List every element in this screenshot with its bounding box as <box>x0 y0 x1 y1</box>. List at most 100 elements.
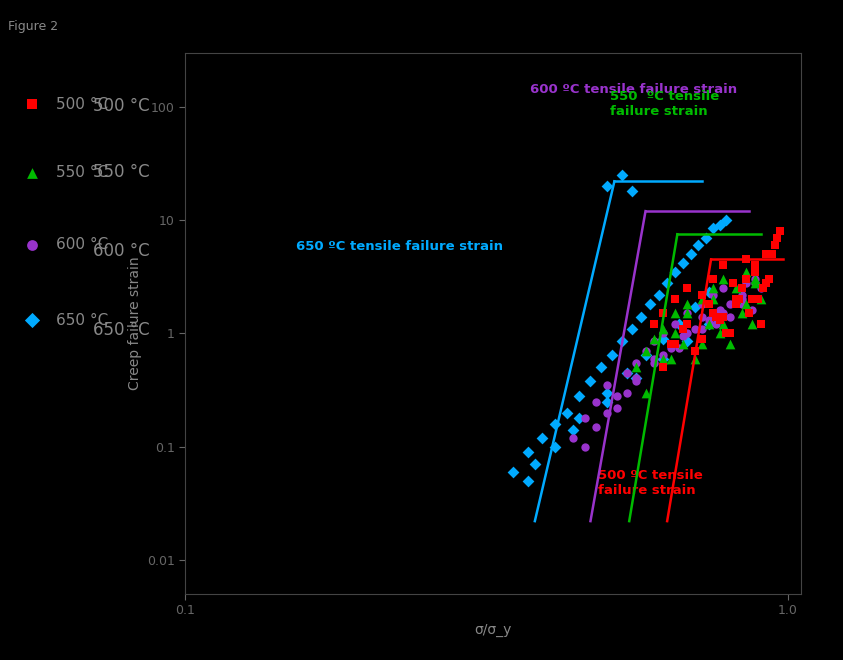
Point <box>757 283 771 294</box>
Point <box>639 346 652 356</box>
Text: Figure 2: Figure 2 <box>8 20 58 33</box>
Point <box>685 249 698 259</box>
Point <box>664 339 678 350</box>
Point <box>589 422 603 432</box>
Point <box>723 328 737 339</box>
Y-axis label: Creep failure strain: Creep failure strain <box>127 257 142 390</box>
Point <box>566 432 580 443</box>
Point <box>771 232 784 243</box>
Point <box>717 274 730 284</box>
Point <box>605 349 619 360</box>
Point <box>720 214 733 225</box>
Point <box>720 328 733 339</box>
Point <box>660 277 674 288</box>
Point <box>713 305 727 315</box>
Point <box>652 289 665 300</box>
Text: 550  ºC tensile
failure strain: 550 ºC tensile failure strain <box>610 90 719 117</box>
Point <box>656 333 669 344</box>
Point <box>548 418 561 429</box>
Point <box>634 312 647 322</box>
Point <box>647 319 661 330</box>
Point <box>748 260 761 271</box>
Point <box>706 289 720 300</box>
Point <box>738 267 752 277</box>
Point <box>26 99 40 110</box>
Point <box>680 308 694 319</box>
Point <box>710 319 723 330</box>
Point <box>738 274 752 284</box>
Point <box>729 299 743 310</box>
Point <box>695 294 709 304</box>
Point <box>572 412 586 423</box>
Text: 550 °C: 550 °C <box>56 166 109 180</box>
Point <box>600 379 614 390</box>
Point <box>673 319 686 330</box>
Point <box>26 240 40 250</box>
Point <box>736 308 749 319</box>
Point <box>656 362 669 373</box>
Point <box>647 353 661 364</box>
Point <box>680 336 694 346</box>
Point <box>762 274 776 284</box>
Point <box>706 308 720 319</box>
Point <box>695 323 709 334</box>
Point <box>702 319 716 330</box>
Point <box>738 299 752 310</box>
Text: 500 ºC tensile
failure strain: 500 ºC tensile failure strain <box>598 469 702 496</box>
Point <box>668 319 682 330</box>
Point <box>729 283 743 294</box>
Point <box>668 267 682 277</box>
Point <box>729 294 743 304</box>
Point <box>521 475 534 486</box>
Point <box>528 459 541 469</box>
Point <box>507 467 520 477</box>
Point <box>656 308 669 319</box>
Point <box>680 283 694 294</box>
Point <box>647 358 661 368</box>
Point <box>668 308 682 319</box>
X-axis label: σ/σ_y: σ/σ_y <box>475 623 512 637</box>
Point <box>26 168 40 178</box>
Point <box>726 277 739 288</box>
Point <box>615 170 629 180</box>
Point <box>647 333 661 344</box>
Point <box>702 315 716 326</box>
Point <box>639 387 652 398</box>
Point <box>748 267 761 277</box>
Point <box>717 312 730 322</box>
Point <box>717 283 730 294</box>
Point <box>630 362 643 373</box>
Point <box>717 308 730 319</box>
Point <box>699 232 712 243</box>
Point <box>680 308 694 319</box>
Text: 600 °C: 600 °C <box>93 242 149 260</box>
Point <box>736 299 749 310</box>
Point <box>748 277 761 288</box>
Point <box>760 277 773 288</box>
Point <box>751 294 765 304</box>
Point <box>680 319 694 330</box>
Point <box>589 396 603 407</box>
Point <box>695 312 709 322</box>
Point <box>706 294 720 304</box>
Point <box>600 387 614 398</box>
Point <box>664 353 678 364</box>
Point <box>717 319 730 330</box>
Point <box>610 391 624 401</box>
Point <box>656 353 669 364</box>
Point <box>625 323 638 334</box>
Point <box>578 412 592 423</box>
Text: 500 °C: 500 °C <box>93 96 149 115</box>
Point <box>729 294 743 304</box>
Point <box>656 349 669 360</box>
Point <box>583 376 597 386</box>
Point <box>688 302 701 313</box>
Point <box>754 319 767 330</box>
Point <box>620 368 634 378</box>
Point <box>600 407 614 418</box>
Point <box>760 249 773 259</box>
Point <box>656 328 669 339</box>
Point <box>768 240 781 251</box>
Text: 550 °C: 550 °C <box>93 162 149 181</box>
Point <box>656 353 669 364</box>
